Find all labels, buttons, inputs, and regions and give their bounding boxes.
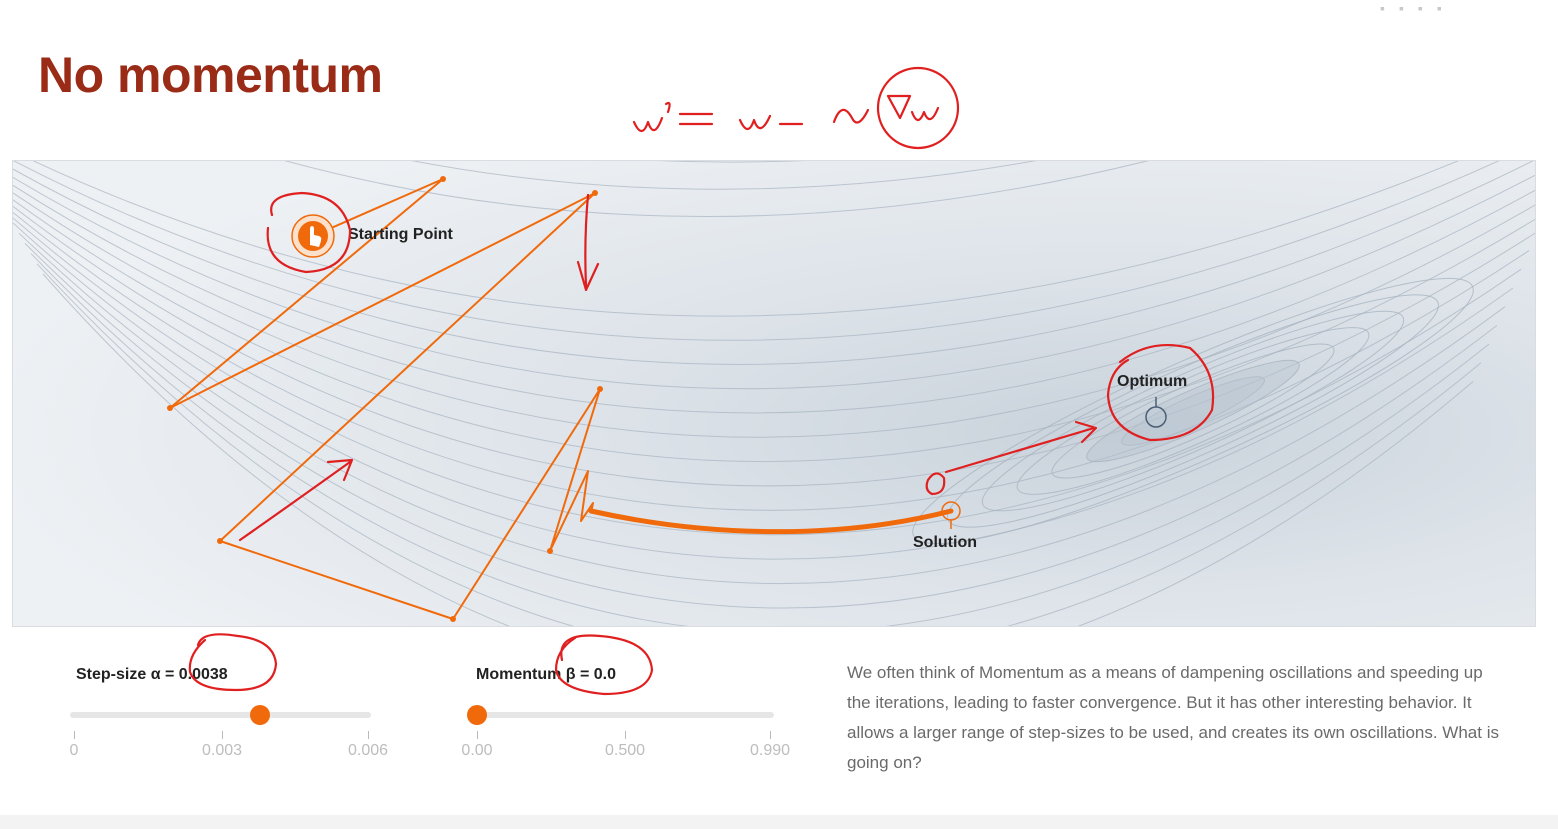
solution-marker — [941, 501, 961, 529]
momentum-tick-label: 0.500 — [604, 742, 646, 759]
contour-line — [30, 253, 1490, 626]
step-size-tick-label: 0.003 — [201, 742, 243, 759]
contour-line — [411, 161, 1036, 190]
contour-line — [13, 205, 1535, 487]
contour-line — [13, 211, 1530, 511]
contour-line — [13, 217, 1522, 536]
step-size-tick-label: 0.006 — [347, 742, 389, 759]
contour-plot — [13, 161, 1535, 626]
momentum-slider-track[interactable] — [473, 712, 774, 718]
step-size-tick-label: 0 — [69, 742, 79, 759]
slide-title: No momentum — [38, 47, 383, 103]
contour-line — [659, 161, 803, 163]
momentum-value-circle-annotation — [554, 634, 654, 696]
momentum-slider-thumb[interactable] — [467, 705, 487, 725]
contour-line — [32, 161, 1459, 317]
contour-line — [13, 184, 1535, 414]
window-controls-icon[interactable]: ▪▪▪▪ — [1380, 0, 1456, 16]
step-size-tick — [74, 731, 75, 739]
solution-label: Solution — [913, 534, 977, 551]
momentum-tick — [625, 731, 626, 739]
contour-line — [13, 161, 1500, 341]
optimization-path — [169, 178, 601, 620]
contour-line — [18, 232, 1506, 585]
optimum-label: Optimum — [1117, 373, 1188, 390]
momentum-label: Momentum β = 0.0 — [476, 666, 617, 683]
contour-background — [13, 161, 1535, 626]
contour-line — [13, 174, 1535, 390]
contour-line — [24, 243, 1498, 609]
step-size-slider-track[interactable] — [70, 712, 371, 718]
step-size-slider-thumb[interactable] — [249, 705, 270, 725]
bottom-bar — [0, 815, 1558, 829]
description-text: We often think of Momentum as a means of… — [847, 663, 1499, 772]
contour-line — [36, 263, 1482, 626]
path-points — [167, 176, 603, 622]
contour-line — [13, 161, 1534, 365]
momentum-tick — [477, 731, 478, 739]
momentum-tick-label: 0.990 — [749, 742, 791, 759]
contour-line — [284, 161, 1149, 218]
momentum-tick-label: 0.00 — [461, 742, 493, 759]
loss-contour-visualization[interactable]: Starting Point Optimum Solution — [12, 160, 1536, 627]
momentum-tick — [770, 731, 771, 739]
contour-line — [13, 222, 1514, 560]
converging-path-thick — [588, 508, 954, 535]
step-size-label: Step-size α = 0.0038 — [76, 666, 228, 683]
step-size-tick — [222, 731, 223, 739]
step-size-tick — [368, 731, 369, 739]
contour-line — [13, 199, 1535, 463]
handwritten-formula — [632, 66, 960, 150]
starting-point-label: Starting Point — [348, 226, 453, 243]
hand-pointer-icon[interactable] — [291, 214, 335, 258]
